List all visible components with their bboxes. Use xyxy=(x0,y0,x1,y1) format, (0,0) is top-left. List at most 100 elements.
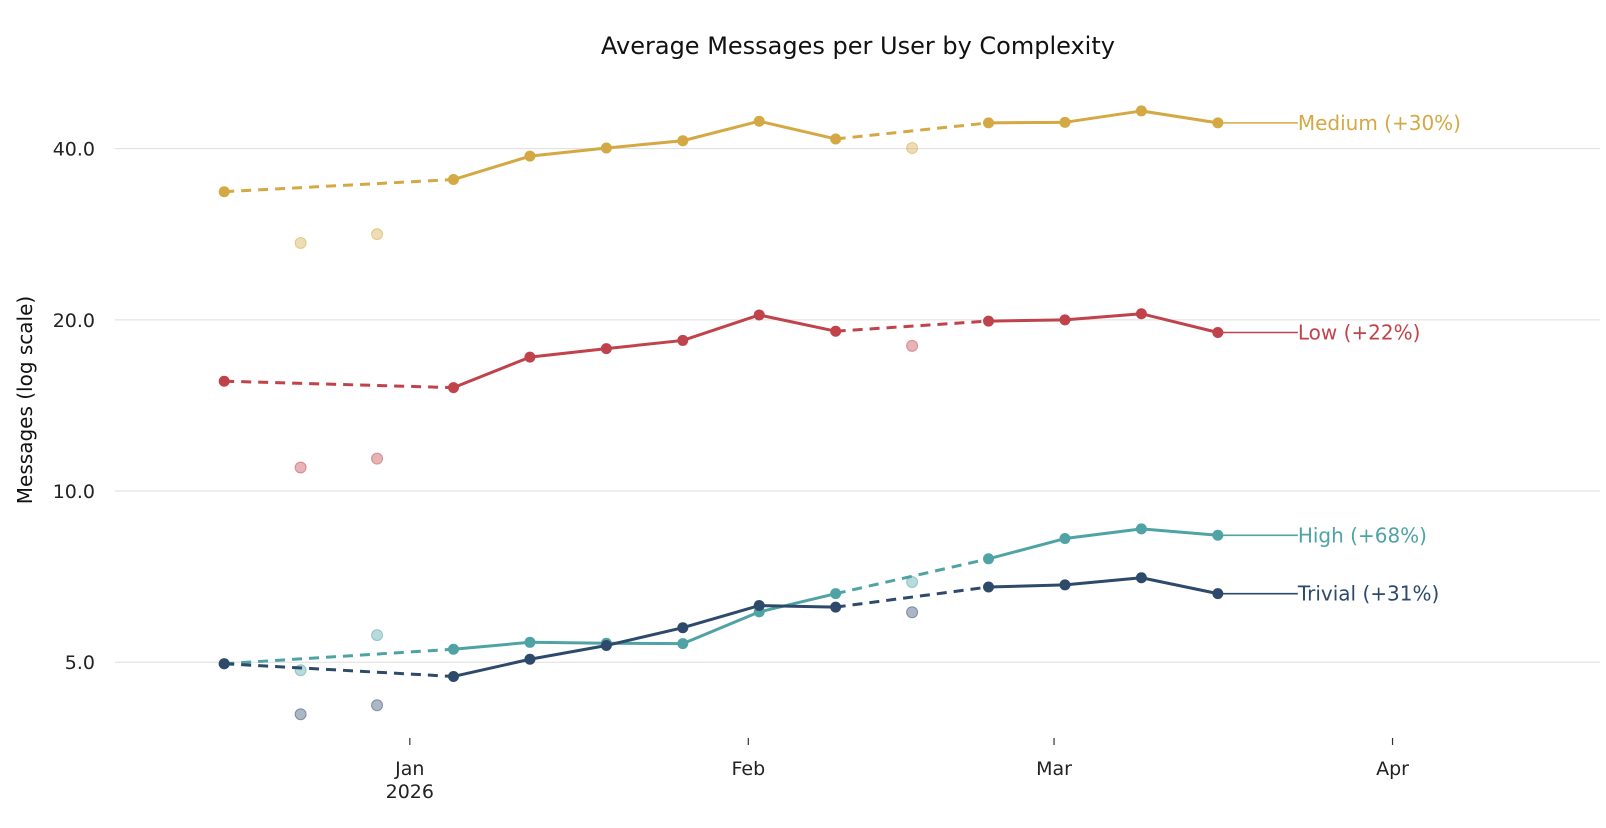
data-point xyxy=(1059,116,1071,128)
series-line-segment xyxy=(835,121,989,141)
y-tick-label: 10.0 xyxy=(53,481,95,503)
series-line-segment xyxy=(681,604,761,630)
x-tick-label: Feb xyxy=(731,758,765,780)
data-point xyxy=(447,382,459,394)
data-point xyxy=(1135,523,1147,535)
faded-data-point xyxy=(906,575,919,588)
series-line-segment xyxy=(528,146,608,158)
series-group: Medium (+30%) Low (+22%) High (+68%) Trivia… xyxy=(218,105,1461,721)
faded-data-point xyxy=(371,629,384,642)
data-point xyxy=(1059,314,1071,326)
series-line-segment xyxy=(451,355,532,390)
series-line-segment xyxy=(224,379,454,390)
data-point xyxy=(218,186,230,198)
chart-title: Average Messages per User by Complexity xyxy=(601,32,1115,60)
data-point xyxy=(830,133,842,145)
series-medium: Medium (+30%) xyxy=(218,105,1461,249)
series-line-segment xyxy=(835,585,989,609)
series-label-trivial: Trivial (+31%) xyxy=(1297,582,1439,606)
grid-lines xyxy=(115,148,1600,663)
data-point xyxy=(524,351,536,363)
series-line-segment xyxy=(681,119,761,143)
data-point xyxy=(1135,572,1147,584)
data-point xyxy=(830,588,842,600)
faded-data-point xyxy=(371,699,384,712)
series-high: High (+68%) xyxy=(218,523,1427,677)
series-line-segment xyxy=(987,318,1067,323)
series-line-segment xyxy=(757,604,838,609)
series-line-segment xyxy=(757,119,838,141)
data-point xyxy=(1135,308,1147,320)
faded-data-point xyxy=(906,142,919,155)
series-line-segment xyxy=(987,583,1067,589)
series-line-segment xyxy=(757,313,838,333)
data-point xyxy=(600,343,612,355)
x-tick-label: 2026 xyxy=(386,781,434,803)
series-line-segment xyxy=(224,647,454,666)
series-line-segment xyxy=(757,592,838,614)
series-line-segment xyxy=(224,662,454,678)
series-line-segment xyxy=(1139,312,1220,335)
x-tick-label: Mar xyxy=(1036,758,1072,780)
data-point xyxy=(524,636,536,648)
faded-data-point xyxy=(371,228,384,241)
series-line-segment xyxy=(1139,576,1220,596)
series-line-segment xyxy=(835,557,989,596)
series-line-segment xyxy=(604,139,685,150)
data-point xyxy=(677,135,689,147)
faded-data-point xyxy=(294,461,307,474)
series-line-segment xyxy=(1139,527,1220,537)
data-point xyxy=(677,638,689,650)
y-tick-label: 20.0 xyxy=(53,310,95,332)
y-axis: 5.0 10.0 20.0 40.0 xyxy=(53,139,95,675)
series-line-segment xyxy=(1063,312,1143,322)
series-line-segment xyxy=(987,537,1067,561)
x-tick-label: Jan xyxy=(394,758,424,780)
series-line-segment xyxy=(681,610,761,646)
data-point xyxy=(753,309,765,321)
x-tick-label: Apr xyxy=(1376,758,1409,780)
series-line-segment xyxy=(451,640,532,651)
series-label-medium: Medium (+30%) xyxy=(1298,111,1461,135)
data-point xyxy=(1059,533,1071,545)
data-point xyxy=(830,601,842,613)
data-point xyxy=(600,142,612,154)
series-trivial: Trivial (+31%) xyxy=(218,572,1439,721)
y-tick-label: 40.0 xyxy=(53,139,95,161)
series-line-segment xyxy=(528,644,608,661)
series-low: Low (+22%) xyxy=(218,308,1421,474)
series-line-segment xyxy=(681,313,761,342)
data-point xyxy=(753,600,765,612)
series-line-segment xyxy=(224,178,454,194)
series-line-segment xyxy=(1063,527,1143,541)
data-point xyxy=(218,658,230,670)
faded-data-point xyxy=(371,452,384,465)
series-line-segment xyxy=(1139,109,1220,125)
data-point xyxy=(983,315,995,327)
data-point xyxy=(983,553,995,565)
data-point xyxy=(447,670,459,682)
faded-data-point xyxy=(294,236,307,249)
series-label-high: High (+68%) xyxy=(1298,523,1427,547)
y-axis-label: Messages (log scale) xyxy=(13,296,37,504)
series-label-low: Low (+22%) xyxy=(1298,321,1421,345)
data-point xyxy=(677,334,689,346)
series-line-segment xyxy=(604,338,685,351)
data-point xyxy=(600,640,612,652)
faded-data-point xyxy=(294,708,307,721)
data-point xyxy=(447,174,459,186)
series-line-segment xyxy=(1063,576,1143,587)
series-line-segment xyxy=(451,154,532,182)
data-point xyxy=(218,375,230,387)
data-point xyxy=(447,643,459,655)
faded-data-point xyxy=(906,339,919,352)
series-line-segment xyxy=(451,657,532,678)
data-point xyxy=(1135,105,1147,117)
data-point xyxy=(524,653,536,665)
series-line-segment xyxy=(604,626,685,648)
series-line-segment xyxy=(1063,109,1143,124)
series-line-segment xyxy=(528,347,608,359)
series-line-segment xyxy=(987,120,1067,125)
